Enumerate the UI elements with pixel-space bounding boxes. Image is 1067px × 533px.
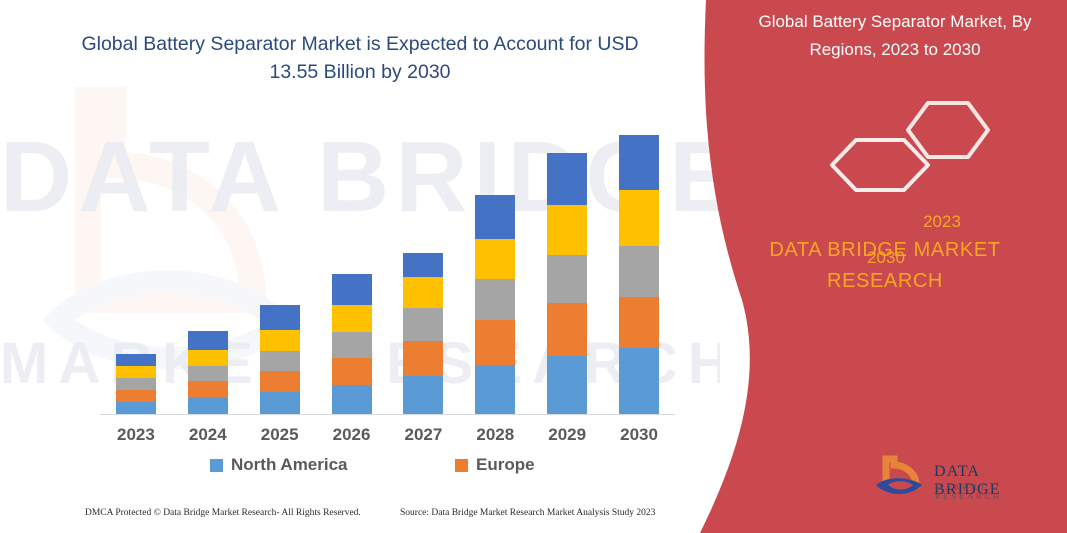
legend-label: Europe (476, 455, 535, 474)
x-axis-line (100, 414, 675, 415)
bar-segment (259, 371, 300, 392)
legend-swatch-icon (455, 458, 468, 472)
chart-panel: DATA BRIDGE MARKET RESEARCH Global Batte… (0, 33, 720, 528)
bar-segment (475, 195, 516, 239)
x-label-2028: 2028 (476, 425, 515, 444)
chart-plot-area (100, 110, 675, 415)
bar-2028 (475, 195, 516, 414)
bar-segment (475, 239, 516, 279)
x-axis-labels: 2023 2024 2025 2026 2027 2028 2029 2030 (100, 425, 675, 449)
chart-legend: North America Europe (100, 455, 675, 481)
bar-segment (331, 385, 372, 414)
hexagon-2023-label: 2023 (923, 212, 961, 231)
hexagon-2030-label: 2030 (867, 248, 905, 267)
bar-segment (115, 402, 156, 414)
logo-text-sub: MARKET RESEARCH (935, 483, 1003, 501)
bar-segment (331, 305, 372, 332)
bar-2026 (331, 274, 372, 414)
logo-mark-icon (876, 455, 922, 494)
x-label-2024: 2024 (188, 425, 227, 444)
bar-segment (403, 376, 444, 414)
bar-segment (187, 331, 228, 350)
bar-segment (331, 358, 372, 385)
bar-segment (403, 253, 444, 277)
bar-2027 (403, 253, 444, 414)
bar-2030 (619, 135, 660, 414)
hexagon-group: 2030 2023 (820, 90, 1020, 267)
bar-segment (619, 348, 660, 414)
bar-2023 (115, 354, 156, 414)
bar-segment (331, 274, 372, 305)
bar-segment (259, 351, 300, 371)
x-label-2026: 2026 (332, 425, 371, 444)
brand-name: DATA BRIDGE MARKET RESEARCH (769, 239, 1001, 292)
bar-segment (475, 365, 516, 414)
chart-title: Global Battery Separator Market is Expec… (81, 33, 639, 83)
bar-2029 (547, 153, 588, 414)
bar-segment (619, 190, 660, 246)
bar-segment (619, 297, 660, 348)
legend-item-north-america[interactable]: North America (210, 455, 348, 475)
bar-segment (115, 390, 156, 402)
legend-label: North America (231, 455, 348, 474)
bar-2025 (259, 305, 300, 414)
data-bridge-logo: DATA BRIDGE MARKET RESEARCH (872, 455, 1042, 505)
bar-segment (259, 330, 300, 351)
bar-segment (475, 320, 516, 365)
bar-segment (619, 135, 660, 190)
bar-segment (115, 354, 156, 366)
x-label-2029: 2029 (548, 425, 587, 444)
bar-segment (259, 305, 300, 330)
bar-segment (115, 366, 156, 378)
bar-segment (547, 303, 588, 356)
hexagon-shapes (830, 101, 990, 192)
bar-segment (187, 366, 228, 381)
legend-item-europe[interactable]: Europe (455, 455, 535, 475)
bar-segment (403, 277, 444, 308)
bar-segment (115, 378, 156, 390)
bar-segment (619, 246, 660, 297)
legend-swatch-icon (210, 458, 223, 472)
bar-segment (403, 308, 444, 341)
panel-title: Global Battery Separator Market, By Regi… (758, 12, 1032, 59)
bar-segment (187, 350, 228, 366)
bar-segment (187, 397, 228, 414)
bar-segment (547, 205, 588, 255)
x-label-2023: 2023 (117, 425, 155, 444)
footer-source: Source: Data Bridge Market Research Mark… (400, 508, 656, 518)
bar-segment (259, 392, 300, 414)
x-label-2030: 2030 (620, 425, 658, 444)
bar-segment (475, 279, 516, 320)
bar-segment (547, 255, 588, 303)
bar-segment (187, 381, 228, 397)
x-label-2027: 2027 (404, 425, 443, 444)
bar-segment (547, 356, 588, 414)
hexagon-2030 (830, 138, 930, 192)
hexagon-2023 (906, 101, 990, 159)
bar-segment (331, 332, 372, 358)
x-label-2025: 2025 (260, 425, 299, 444)
footer: DMCA Protected © Data Bridge Market Rese… (0, 508, 700, 528)
footer-copyright: DMCA Protected © Data Bridge Market Rese… (85, 508, 361, 518)
bar-2024 (187, 331, 228, 414)
bar-segment (403, 341, 444, 376)
bar-segment (547, 153, 588, 205)
logo-text-main: DATA BRIDGE (934, 463, 1001, 498)
